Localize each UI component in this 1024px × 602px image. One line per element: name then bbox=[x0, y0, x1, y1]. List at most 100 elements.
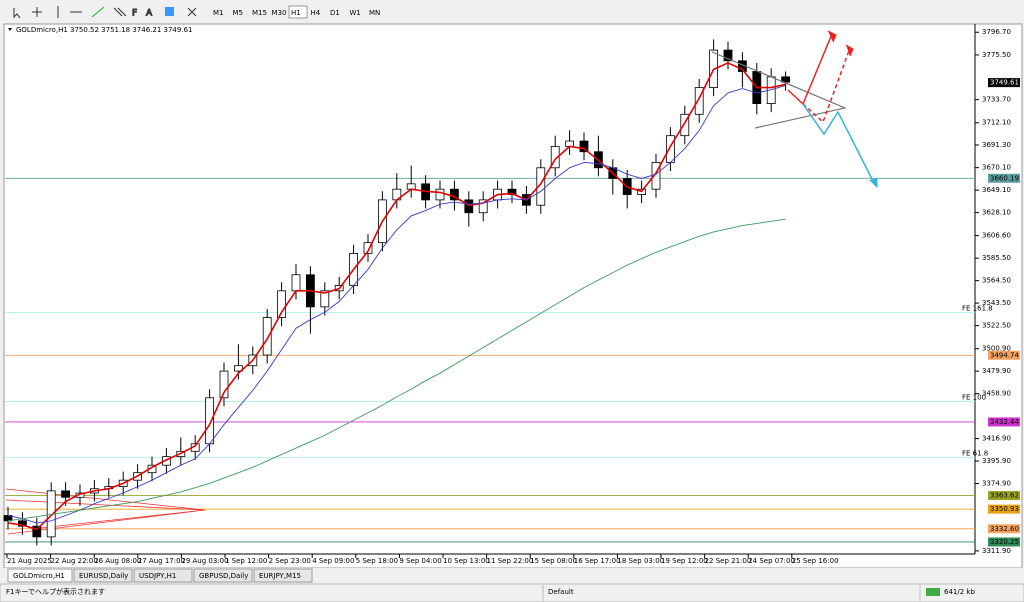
timeframe-button[interactable]: H1 bbox=[291, 9, 301, 17]
time-tick-label: 22 Sep 21:00 bbox=[705, 557, 752, 565]
price-tag bbox=[988, 537, 1020, 547]
time-tick-label: 26 Aug 08:00 bbox=[94, 557, 141, 565]
channel-icon[interactable] bbox=[113, 7, 127, 17]
price-tick-label: 3628.10 bbox=[982, 209, 1011, 217]
candle-body bbox=[550, 145, 560, 169]
price-tick-label: 3395.90 bbox=[982, 457, 1011, 465]
timeframe-active bbox=[288, 5, 308, 19]
toolbar bbox=[0, 0, 1024, 24]
price-tick-label: 3416.90 bbox=[982, 435, 1011, 443]
candle-body bbox=[277, 290, 287, 318]
fibo-icon[interactable]: F bbox=[132, 8, 138, 19]
timeframe-button[interactable]: H4 bbox=[311, 9, 321, 17]
tab[interactable] bbox=[193, 568, 253, 583]
time-tick-label: 9 Sep 04:00 bbox=[399, 557, 441, 565]
price-tag bbox=[988, 491, 1020, 501]
candle-body bbox=[694, 87, 704, 115]
moving-averages bbox=[7, 62, 786, 531]
tab-label[interactable]: USDJPY,H1 bbox=[139, 572, 176, 580]
time-tick-label: 4 Sep 09:00 bbox=[312, 557, 354, 565]
price-tick-label: 3374.90 bbox=[982, 479, 1011, 487]
up-arrow-dashed bbox=[802, 47, 851, 124]
time-tick-label: 19 Sep 12:00 bbox=[661, 557, 708, 565]
price-tick-label: 3585.50 bbox=[982, 254, 1011, 262]
candle-body bbox=[478, 199, 488, 214]
tab[interactable] bbox=[73, 568, 133, 583]
price-tag-label: 3320.25 bbox=[990, 538, 1019, 546]
current-price-tag bbox=[988, 78, 1020, 88]
time-tick-label: 15 Sep 08:00 bbox=[530, 557, 577, 565]
timeframe-button[interactable]: M30 bbox=[272, 9, 287, 17]
candle-body bbox=[262, 317, 272, 356]
candle-body bbox=[536, 167, 546, 206]
candle-body bbox=[579, 140, 589, 153]
crosshair-icon[interactable] bbox=[32, 7, 42, 17]
fibo-label: FE 161.8 bbox=[962, 305, 993, 313]
tab[interactable] bbox=[253, 568, 313, 583]
price-tag-label: 3494.74 bbox=[990, 351, 1019, 359]
price-tick-label: 3670.10 bbox=[982, 164, 1011, 172]
time-tick-label: 21 Aug 2025 bbox=[7, 557, 52, 565]
price-tag bbox=[988, 173, 1020, 183]
price-tag bbox=[988, 524, 1020, 534]
candle-body bbox=[666, 135, 675, 163]
red-triangle bbox=[5, 488, 206, 535]
time-tick-label: 10 Sep 13:00 bbox=[443, 557, 490, 565]
candle-body bbox=[32, 525, 42, 538]
tab-label[interactable]: GOLDmicro,H1 bbox=[13, 572, 65, 580]
price-tick-label: 3479.90 bbox=[982, 367, 1011, 375]
drawings bbox=[711, 30, 878, 189]
time-tick-label: 29 Aug 03:00 bbox=[181, 557, 228, 565]
traffic-icon bbox=[926, 588, 940, 596]
time-tick-label: 18 Sep 03:00 bbox=[617, 557, 664, 565]
tab-active[interactable] bbox=[7, 568, 73, 583]
trendline-icon[interactable] bbox=[91, 6, 105, 18]
candle-body bbox=[320, 290, 330, 308]
status-profile: Default bbox=[548, 588, 574, 596]
price-tick-label: 3564.50 bbox=[982, 277, 1011, 285]
down-arrow-head bbox=[869, 178, 878, 189]
tab[interactable] bbox=[133, 568, 193, 583]
candle-body bbox=[291, 274, 301, 292]
tabs: GOLDmicro,H1 EURUSD,Daily USDJPY,H1 GBPUSD,… bbox=[7, 568, 313, 583]
chart-header: GOLDmicro,H1 3750.52 3751.18 3746.21 374… bbox=[16, 26, 192, 34]
time-tick-label: 16 Sep 17:00 bbox=[574, 557, 621, 565]
timeframe-button[interactable]: M15 bbox=[252, 9, 267, 17]
price-tick-label: 3775.50 bbox=[982, 51, 1011, 59]
price-tag-label: 3350.93 bbox=[990, 505, 1019, 513]
header-arrow bbox=[8, 28, 12, 31]
time-tick-label: 11 Sep 22:00 bbox=[487, 557, 534, 565]
price-tick-label: 3712.10 bbox=[982, 119, 1011, 127]
timeframe-button[interactable]: W1 bbox=[350, 9, 361, 17]
timeframe-button[interactable]: D1 bbox=[330, 9, 340, 17]
timeframe-bar: M1 M5 M15 M30 H1 H4 D1 W1 MN bbox=[213, 5, 380, 19]
candle-body bbox=[75, 492, 85, 498]
up-arrow-head bbox=[827, 30, 837, 43]
text-icon[interactable]: A bbox=[146, 8, 154, 19]
moving-average bbox=[7, 84, 786, 524]
time-tick-label: 1 Sep 12:00 bbox=[225, 557, 267, 565]
price-tick-label: 3458.90 bbox=[982, 390, 1011, 398]
down-arrow bbox=[802, 103, 876, 186]
candle-body bbox=[161, 456, 171, 466]
timeframe-button[interactable]: M1 bbox=[213, 9, 224, 17]
price-tick-label: 3522.50 bbox=[982, 322, 1011, 330]
tab-label[interactable]: EURUSD,Daily bbox=[79, 572, 128, 580]
price-tag-label: 3660.19 bbox=[990, 174, 1019, 182]
price-tag-label: 3432.44 bbox=[990, 418, 1019, 426]
price-axis: 3796.70 3775.50 3733.70 3712.10 3691.30 3670.… bbox=[975, 28, 1020, 555]
tab-label[interactable]: GBPUSD,Daily bbox=[199, 572, 248, 580]
label-icon[interactable] bbox=[165, 7, 174, 16]
tab-label[interactable]: EURJPY,M15 bbox=[259, 572, 301, 580]
arrows-icon[interactable] bbox=[187, 7, 197, 17]
time-tick-label: 27 Aug 17:00 bbox=[138, 557, 185, 565]
timeframe-button[interactable]: MN bbox=[369, 9, 380, 17]
price-tag bbox=[988, 504, 1020, 514]
timeframe-button[interactable]: M5 bbox=[233, 9, 244, 17]
status-help: F1キーでヘルプが表示されます bbox=[6, 587, 105, 596]
candle-body bbox=[435, 188, 445, 201]
moving-average bbox=[7, 62, 786, 531]
cursor-icon[interactable] bbox=[13, 8, 21, 19]
